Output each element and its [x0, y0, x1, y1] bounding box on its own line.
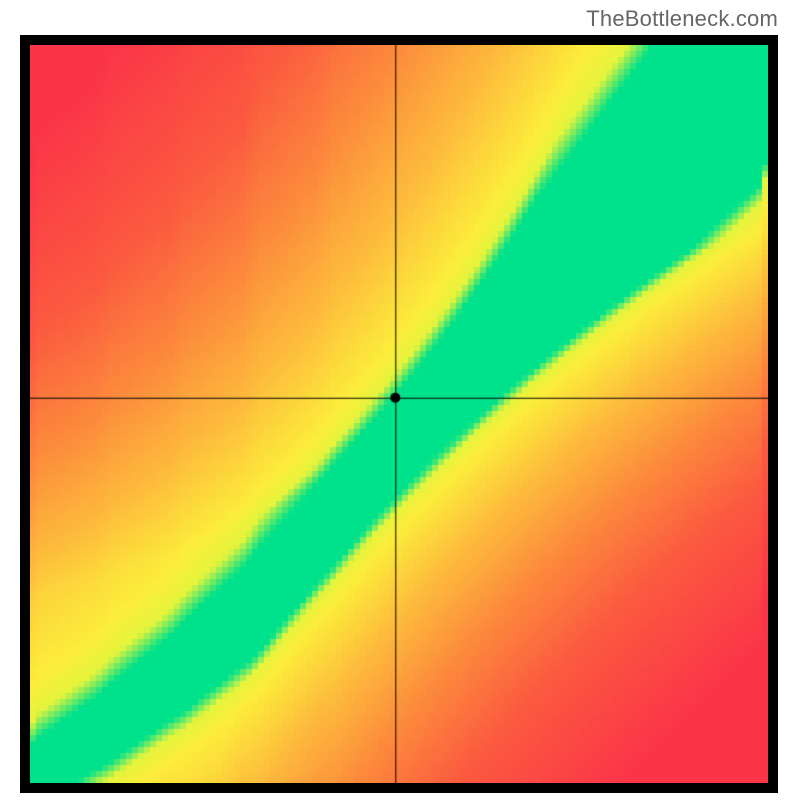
watermark-text: TheBottleneck.com [586, 6, 778, 32]
bottleneck-heatmap [30, 45, 768, 783]
heatmap-container [30, 45, 768, 783]
chart-frame [20, 35, 778, 793]
